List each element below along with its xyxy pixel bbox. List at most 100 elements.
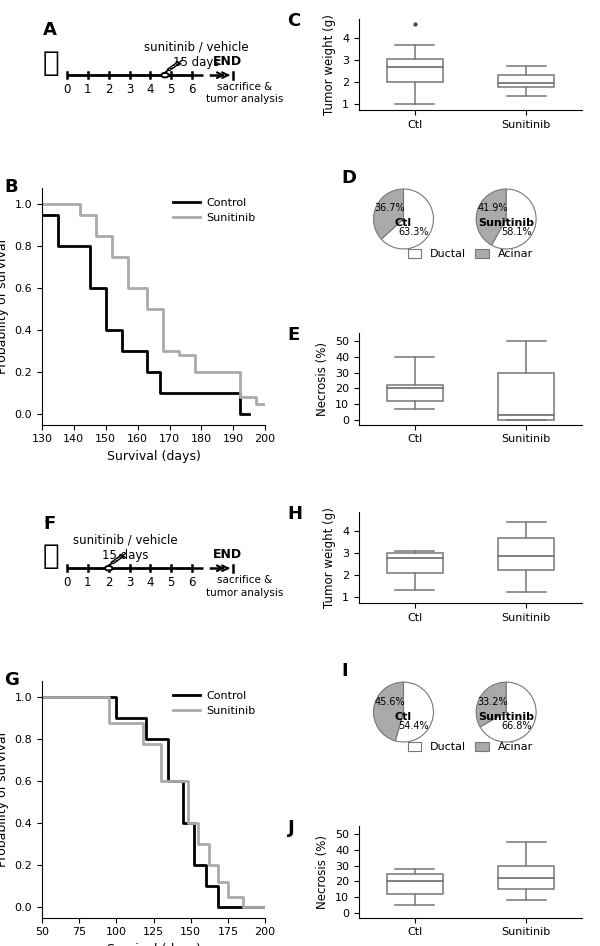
- Text: 2: 2: [105, 576, 112, 588]
- Sunitinib: [205, 860, 212, 871]
- Text: 5: 5: [167, 82, 175, 96]
- Bar: [499, 75, 554, 87]
- Sunitinib: [124, 251, 131, 262]
- Control: [55, 209, 62, 220]
- Text: Ctl: Ctl: [395, 219, 412, 229]
- Text: 45.6%: 45.6%: [374, 696, 406, 707]
- Legend: Ductal, Acinar: Ductal, Acinar: [404, 738, 537, 757]
- Control: [262, 902, 269, 913]
- Sunitinib: [252, 398, 259, 410]
- Sunitinib: [77, 199, 84, 210]
- Sunitinib: [224, 891, 232, 902]
- Bar: [387, 873, 443, 894]
- Control: [143, 712, 150, 724]
- Y-axis label: Tumor weight (g): Tumor weight (g): [323, 14, 337, 115]
- Control: [86, 283, 94, 294]
- Wedge shape: [374, 189, 403, 239]
- Sunitinib: [38, 199, 46, 210]
- Control: [165, 734, 172, 745]
- Text: 🐁: 🐁: [43, 48, 59, 77]
- Sunitinib: [106, 717, 113, 728]
- Sunitinib: [140, 717, 147, 728]
- Sunitinib: [143, 283, 151, 294]
- Text: 1: 1: [84, 576, 92, 588]
- Control: [86, 240, 94, 252]
- Text: 3: 3: [126, 576, 133, 588]
- Y-axis label: Necrosis (%): Necrosis (%): [316, 342, 329, 416]
- Text: A: A: [43, 22, 57, 40]
- Text: sunitinib / vehicle
15 days: sunitinib / vehicle 15 days: [144, 40, 248, 69]
- Line: Sunitinib: Sunitinib: [42, 204, 265, 404]
- Sunitinib: [175, 345, 182, 357]
- Legend: Control, Sunitinib: Control, Sunitinib: [168, 686, 260, 721]
- Wedge shape: [381, 189, 433, 249]
- Text: E: E: [287, 325, 300, 343]
- Control: [214, 902, 221, 913]
- Text: sacrifice &
tumor analysis: sacrifice & tumor analysis: [206, 575, 283, 598]
- Control: [102, 324, 109, 336]
- Line: Control: Control: [42, 697, 265, 907]
- Sunitinib: [214, 876, 221, 887]
- Text: H: H: [287, 505, 302, 523]
- Y-axis label: Tumor weight (g): Tumor weight (g): [323, 507, 337, 608]
- Control: [143, 366, 151, 377]
- Text: 58.1%: 58.1%: [502, 227, 532, 237]
- Control: [165, 776, 172, 787]
- Sunitinib: [191, 350, 199, 361]
- Control: [157, 388, 164, 399]
- Text: 6: 6: [188, 576, 196, 588]
- Text: sacrifice &
tumor analysis: sacrifice & tumor analysis: [206, 82, 283, 104]
- Circle shape: [161, 73, 169, 78]
- Control: [190, 817, 197, 829]
- Circle shape: [105, 566, 112, 570]
- Text: 33.2%: 33.2%: [478, 696, 508, 707]
- Text: Sunitinib: Sunitinib: [478, 711, 534, 722]
- Sunitinib: [157, 776, 164, 787]
- Text: .: .: [43, 511, 47, 525]
- Text: D: D: [341, 168, 356, 186]
- Text: B: B: [4, 178, 17, 196]
- Wedge shape: [374, 682, 403, 741]
- Sunitinib: [191, 366, 199, 377]
- X-axis label: Survival (days): Survival (days): [107, 943, 200, 946]
- Control: [55, 240, 62, 252]
- Control: [245, 409, 253, 420]
- Wedge shape: [491, 189, 536, 249]
- Control: [113, 692, 120, 703]
- Sunitinib: [224, 876, 232, 887]
- Wedge shape: [476, 682, 506, 727]
- Control: [113, 712, 120, 724]
- Sunitinib: [184, 817, 191, 829]
- Sunitinib: [252, 392, 259, 403]
- Text: 66.8%: 66.8%: [502, 721, 532, 730]
- Text: 36.7%: 36.7%: [374, 203, 406, 214]
- Sunitinib: [92, 230, 100, 241]
- Text: I: I: [341, 662, 347, 680]
- Text: J: J: [287, 819, 294, 837]
- Text: Ctl: Ctl: [395, 711, 412, 722]
- Sunitinib: [236, 366, 243, 377]
- Control: [202, 881, 209, 892]
- Sunitinib: [143, 304, 151, 315]
- Bar: [499, 538, 554, 570]
- Y-axis label: Probability of survival: Probability of survival: [0, 238, 9, 374]
- Text: END: END: [213, 55, 242, 68]
- X-axis label: Survival (days): Survival (days): [107, 449, 200, 463]
- Sunitinib: [194, 838, 202, 850]
- Text: 63.3%: 63.3%: [399, 227, 429, 237]
- Text: 4: 4: [146, 82, 154, 96]
- Control: [214, 881, 221, 892]
- Wedge shape: [476, 189, 506, 245]
- Sunitinib: [160, 345, 167, 357]
- Sunitinib: [109, 230, 116, 241]
- Control: [38, 209, 46, 220]
- Text: 6: 6: [188, 82, 196, 96]
- Bar: [499, 866, 554, 889]
- Control: [180, 817, 187, 829]
- Bar: [387, 59, 443, 81]
- Text: 🐁: 🐁: [43, 542, 59, 569]
- Control: [190, 860, 197, 871]
- Y-axis label: Necrosis (%): Necrosis (%): [316, 835, 329, 909]
- Sunitinib: [175, 350, 182, 361]
- Control: [180, 776, 187, 787]
